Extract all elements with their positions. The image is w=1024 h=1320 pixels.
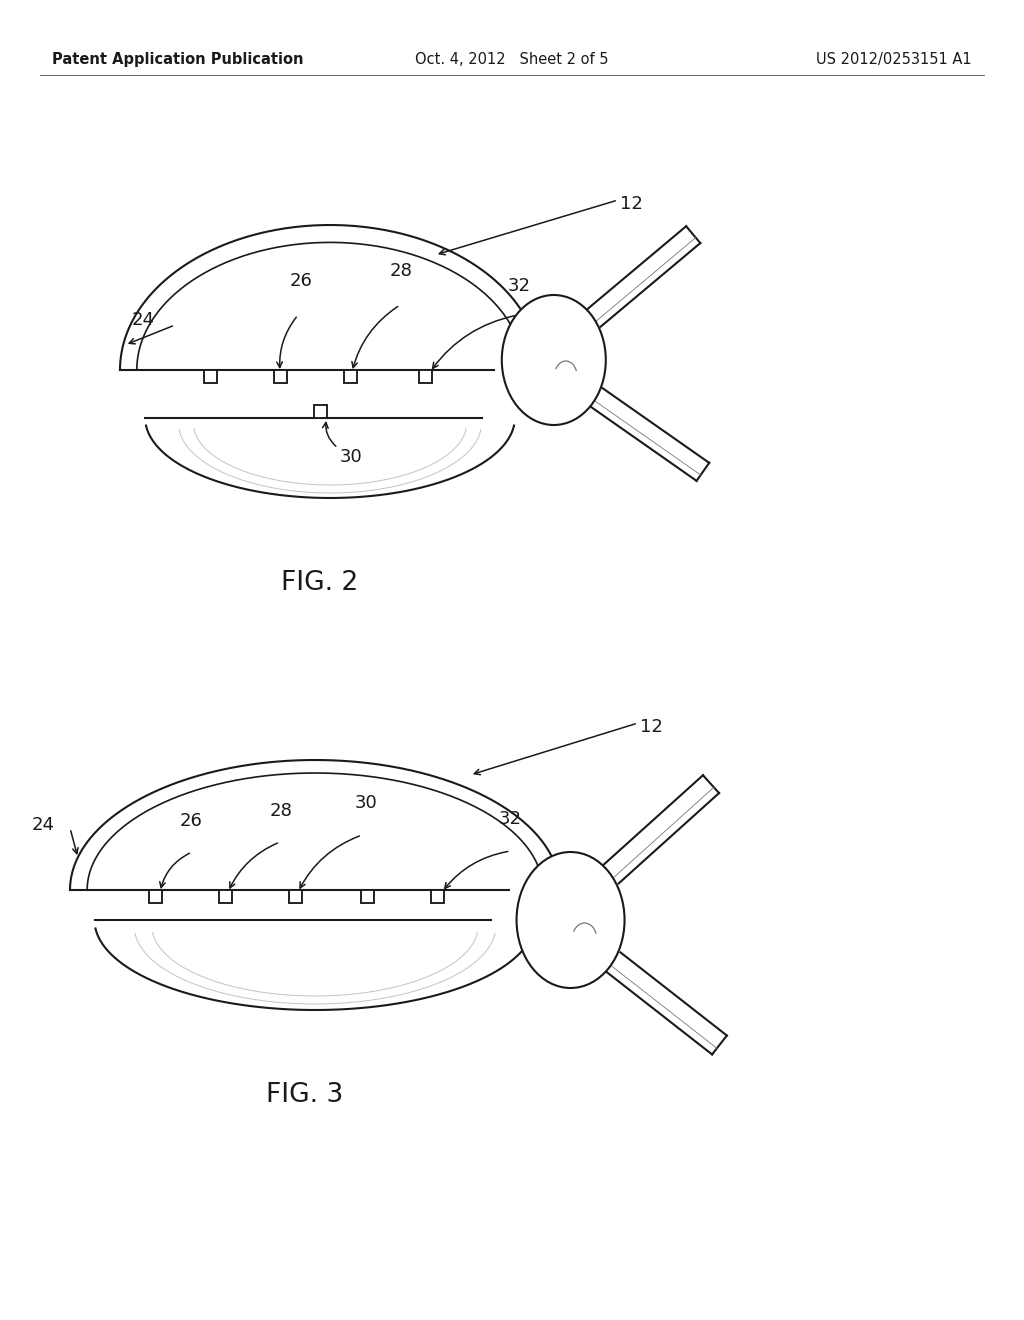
Text: 12: 12	[640, 718, 663, 737]
Bar	[218, 890, 231, 903]
Text: FIG. 3: FIG. 3	[266, 1082, 344, 1107]
Bar	[419, 370, 431, 383]
Text: 32: 32	[508, 277, 531, 294]
Text: 30: 30	[340, 447, 362, 466]
Text: Patent Application Publication: Patent Application Publication	[52, 51, 303, 67]
Text: FIG. 2: FIG. 2	[282, 570, 358, 597]
Bar	[360, 890, 374, 903]
Text: 12: 12	[620, 195, 643, 213]
Bar	[289, 890, 301, 903]
Text: Oct. 4, 2012   Sheet 2 of 5: Oct. 4, 2012 Sheet 2 of 5	[416, 51, 608, 67]
Ellipse shape	[516, 851, 625, 987]
Bar	[430, 890, 443, 903]
Text: 24: 24	[32, 816, 55, 834]
Text: 28: 28	[390, 261, 413, 280]
Bar	[148, 890, 162, 903]
Bar	[204, 370, 216, 383]
Bar	[273, 370, 287, 383]
Text: 32: 32	[499, 810, 521, 828]
Text: 28: 28	[270, 803, 293, 820]
Text: US 2012/0253151 A1: US 2012/0253151 A1	[816, 51, 972, 67]
Ellipse shape	[502, 294, 606, 425]
Text: 30: 30	[355, 795, 378, 812]
Text: 26: 26	[290, 272, 313, 290]
Text: 24: 24	[132, 312, 155, 329]
Text: 26: 26	[180, 812, 203, 830]
Bar	[313, 405, 327, 418]
Bar	[343, 370, 356, 383]
